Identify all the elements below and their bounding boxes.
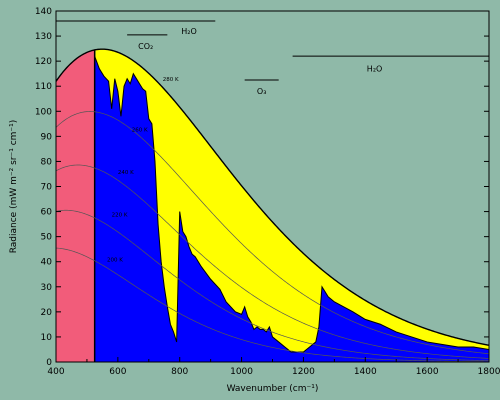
y-tick-label-30: 30 <box>41 283 53 293</box>
temperature-curve-labels: 280 K 260 K 240 K 220 K 200 K <box>107 77 179 264</box>
y-tick-label-80: 80 <box>41 157 53 167</box>
x-tick-label-600: 600 <box>109 367 126 377</box>
planck-curve-280k <box>56 48 489 346</box>
curve-label-200k: 200 K <box>107 258 123 264</box>
band-annotations: H₂O CO₂ H₂O O₃ <box>56 20 489 96</box>
x-axis-label: Wavenumber (cm⁻¹) <box>227 384 319 394</box>
y-tick-label-90: 90 <box>41 132 53 142</box>
planck-curve-260k <box>56 111 489 355</box>
observed-spectrum-fill <box>94 56 489 362</box>
axis-ticks: 400 600 800 1000 1200 1400 1600 1800 0 10 20 30 40 50… <box>35 7 500 377</box>
y-tick-label-130: 130 <box>35 32 52 42</box>
highlight-band-fill <box>56 49 95 362</box>
y-tick-label-0: 0 <box>46 358 52 368</box>
annotation-label-2: H₂O <box>367 65 383 74</box>
y-tick-label-50: 50 <box>41 233 53 243</box>
curve-label-220k: 220 K <box>112 213 128 219</box>
observed-spectrum-line <box>94 55 489 353</box>
y-tick-label-140: 140 <box>35 7 52 17</box>
x-tick-label-1400: 1400 <box>354 367 377 377</box>
y-tick-label-110: 110 <box>35 82 52 92</box>
y-tick-label-120: 120 <box>35 57 52 67</box>
y-tick-label-40: 40 <box>41 258 53 268</box>
planck-curve-220k <box>56 209 489 362</box>
plot-area <box>56 48 489 362</box>
y-tick-label-60: 60 <box>41 208 53 218</box>
annotation-label-1: CO₂ <box>138 42 153 51</box>
x-tick-label-1200: 1200 <box>292 367 315 377</box>
annotation-label-0: H₂O <box>181 27 197 36</box>
x-tick-label-800: 800 <box>171 367 188 377</box>
planck-curve-240k <box>56 164 489 359</box>
y-tick-label-10: 10 <box>41 333 53 343</box>
y-tick-label-20: 20 <box>41 308 53 318</box>
x-tick-label-400: 400 <box>47 367 64 377</box>
curve-label-280k: 280 K <box>163 77 179 83</box>
planck-curve-200k <box>56 247 489 362</box>
curve-label-240k: 240 K <box>118 170 134 176</box>
annotation-label-3: O₃ <box>257 87 267 96</box>
curve-label-260k: 260 K <box>132 127 148 133</box>
y-tick-label-70: 70 <box>41 183 53 193</box>
y-axis-label: Radiance (mW m⁻² sr⁻¹ cm⁻¹) <box>9 120 19 254</box>
y-tick-label-100: 100 <box>35 107 52 117</box>
x-tick-label-1800: 1800 <box>478 367 500 377</box>
x-tick-label-1600: 1600 <box>416 367 439 377</box>
x-tick-label-1000: 1000 <box>230 367 253 377</box>
